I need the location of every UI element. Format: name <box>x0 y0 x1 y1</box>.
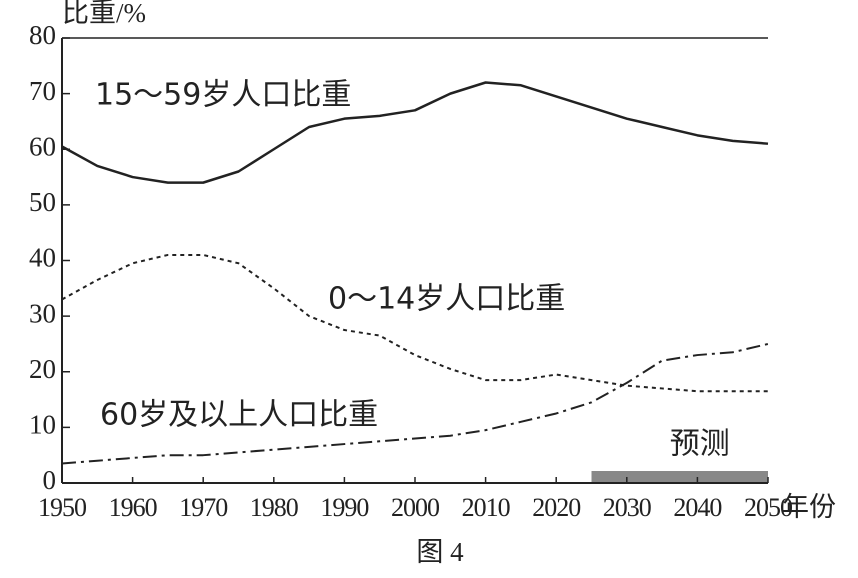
series-label: 60岁及以上人口比重 <box>100 398 378 433</box>
x-axis-label: 年份 <box>782 492 836 522</box>
series-line <box>61 342 769 465</box>
y-tick-label: 10 <box>29 410 56 440</box>
x-tick-label: 1990 <box>320 493 369 522</box>
series-line <box>61 81 769 184</box>
y-tick-label: 0 <box>43 465 57 495</box>
x-tick-label: 2000 <box>391 493 440 522</box>
y-tick-label: 30 <box>29 298 56 328</box>
series-label: 0～14岁人口比重 <box>328 282 565 317</box>
x-tick-label: 1960 <box>109 493 158 522</box>
x-tick-label: 2030 <box>603 493 652 522</box>
series-line <box>61 253 768 393</box>
forecast-label: 预测 <box>670 427 730 462</box>
y-axis-label: 比重/% <box>62 0 146 28</box>
x-tick-label: 2040 <box>673 493 722 522</box>
x-tick-label: 2010 <box>462 493 511 522</box>
forecast-band <box>591 471 768 483</box>
x-tick-label: 1970 <box>179 493 228 522</box>
y-tick-label: 70 <box>29 76 56 106</box>
y-tick-label: 80 <box>29 20 56 50</box>
x-tick-label: 1950 <box>38 493 87 522</box>
y-tick-label: 40 <box>29 243 56 273</box>
x-tick-label: 1980 <box>250 493 299 522</box>
y-tick-label: 50 <box>29 187 56 217</box>
caption: 图 4 <box>416 537 464 567</box>
series-label: 15～59岁人口比重 <box>95 78 351 113</box>
x-tick-label: 2050 <box>744 493 793 522</box>
y-tick-label: 20 <box>29 354 56 384</box>
x-tick-label: 2020 <box>532 493 581 522</box>
y-tick-label: 60 <box>29 131 56 161</box>
